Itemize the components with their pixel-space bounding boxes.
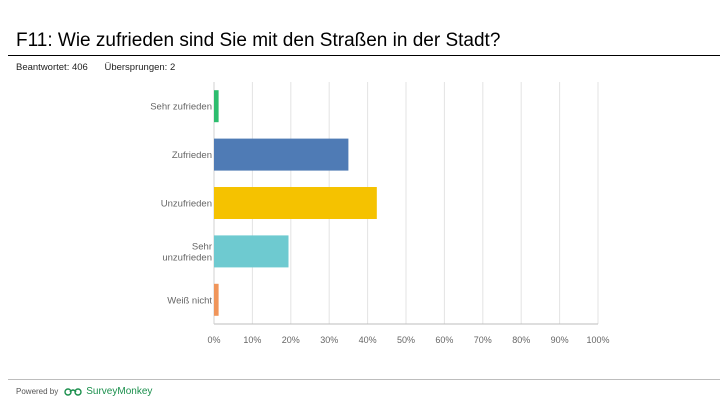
bar xyxy=(214,283,219,316)
bar xyxy=(214,138,349,171)
brand-name: SurveyMonkey xyxy=(86,386,153,397)
x-tick-label: 20% xyxy=(282,335,300,345)
surveymonkey-logo-icon xyxy=(64,387,82,396)
category-label: Weiß nicht xyxy=(167,295,212,306)
x-tick-label: 40% xyxy=(359,335,377,345)
x-tick-label: 90% xyxy=(551,335,569,345)
x-tick-label: 80% xyxy=(512,335,530,345)
bar xyxy=(214,90,219,123)
category-label: Sehr zufrieden xyxy=(150,102,212,113)
category-label: Zufrieden xyxy=(172,150,212,161)
powered-by-label: Powered by xyxy=(16,387,59,396)
bar xyxy=(214,235,289,268)
x-tick-label: 100% xyxy=(586,335,609,345)
footer: Powered by SurveyMonkey xyxy=(16,386,152,397)
bar xyxy=(214,187,377,219)
title-divider xyxy=(8,55,720,56)
footer-divider xyxy=(8,379,720,380)
x-tick-label: 30% xyxy=(320,335,338,345)
category-label: unzufrieden xyxy=(162,252,212,263)
category-label: Sehr xyxy=(192,241,212,252)
x-tick-label: 50% xyxy=(397,335,415,345)
answered-count: Beantwortet: 406 xyxy=(16,62,88,73)
category-label: Unzufrieden xyxy=(161,199,212,210)
skipped-count: Übersprungen: 2 xyxy=(104,62,176,73)
x-tick-label: 60% xyxy=(435,335,453,345)
x-tick-label: 0% xyxy=(207,335,220,345)
x-tick-label: 10% xyxy=(243,335,261,345)
question-title: F11: Wie zufrieden sind Sie mit den Stra… xyxy=(16,30,501,51)
x-tick-label: 70% xyxy=(474,335,492,345)
response-stats: Beantwortet: 406 Übersprungen: 2 xyxy=(16,62,189,73)
